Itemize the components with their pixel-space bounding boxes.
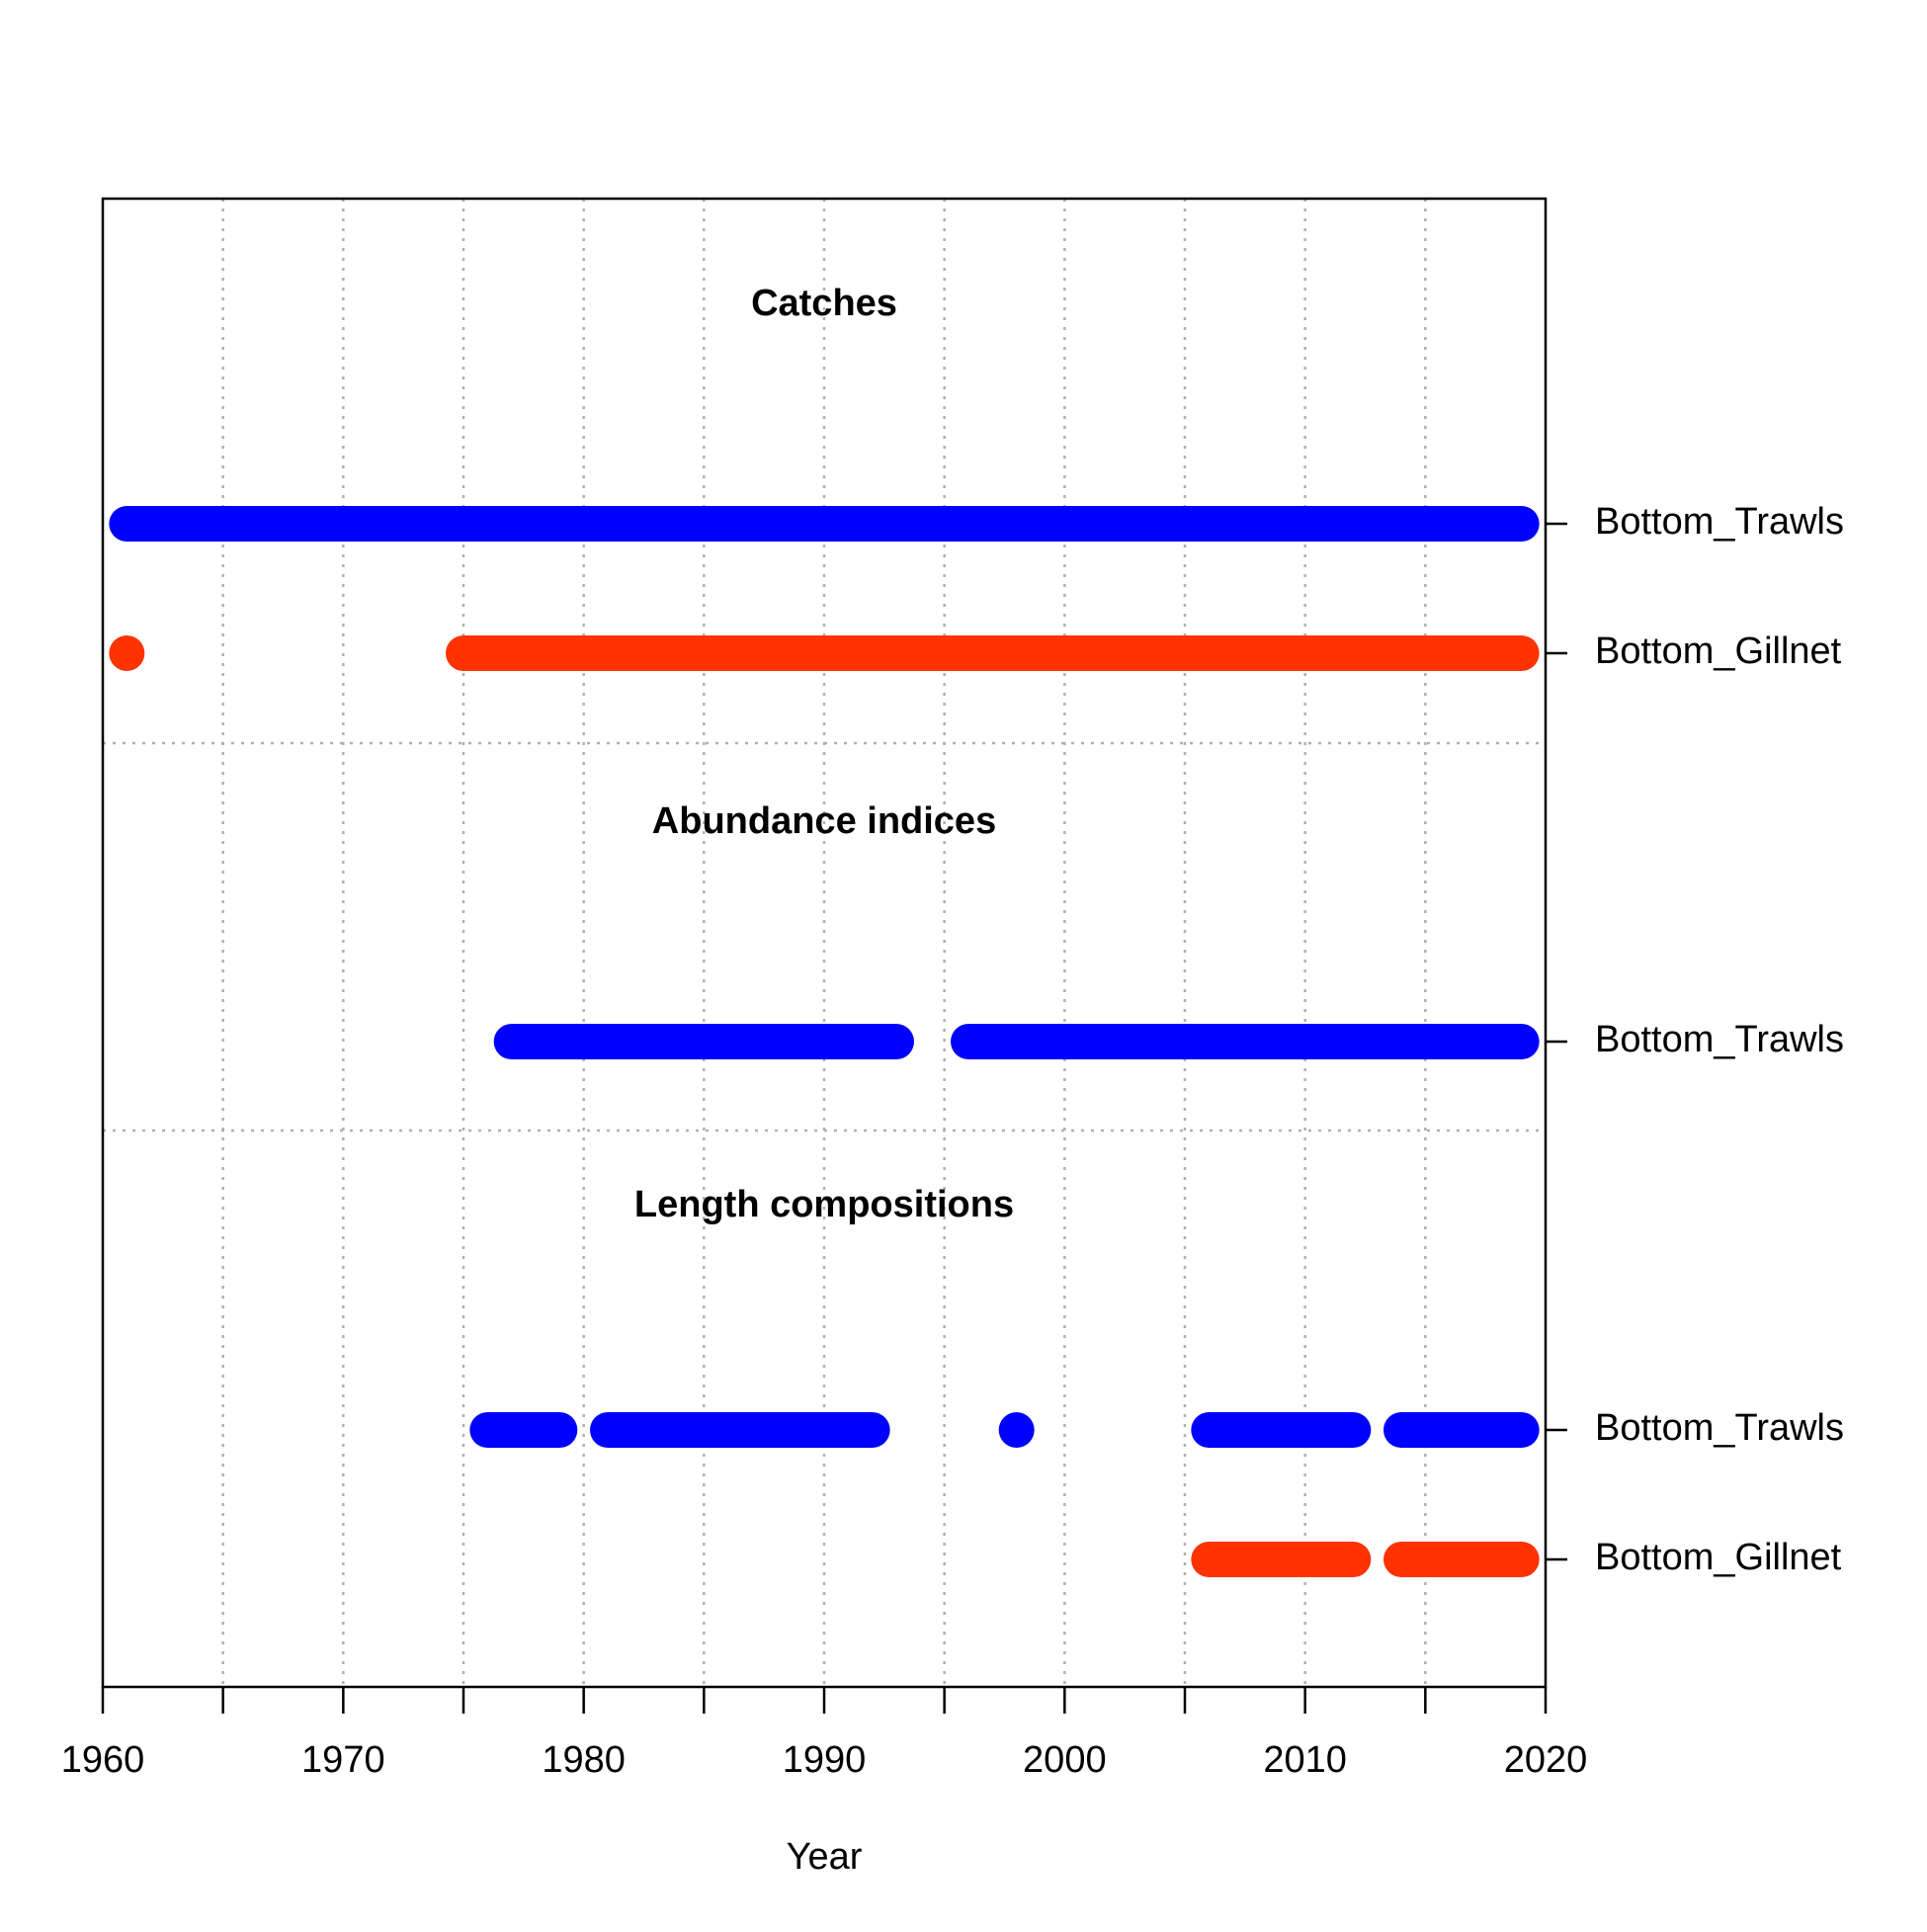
section-title: Catches: [751, 283, 897, 324]
x-tick-label: 1970: [301, 1739, 385, 1781]
section-title: Abundance indices: [652, 800, 996, 842]
series-label: Bottom_Gillnet: [1595, 630, 1842, 672]
series-label: Bottom_Trawls: [1595, 1407, 1844, 1449]
series-label: Bottom_Trawls: [1595, 1019, 1844, 1060]
text-layer: Catches Bottom_Trawls Bottom_Gillnet Abunda…: [61, 283, 1844, 1878]
series-label: Bottom_Trawls: [1595, 501, 1844, 543]
axis-layer: [101, 197, 1567, 1714]
x-tick-label: 2010: [1263, 1739, 1347, 1781]
x-tick-label: 1980: [542, 1739, 626, 1781]
x-axis-label: Year: [787, 1836, 863, 1878]
series-label: Bottom_Gillnet: [1595, 1537, 1842, 1578]
bars-layer: [109, 506, 1540, 1577]
x-tick-label: 2020: [1504, 1739, 1588, 1781]
x-tick-label: 1960: [61, 1739, 145, 1781]
grid-layer: [103, 199, 1546, 1687]
x-tick-label: 1990: [783, 1739, 867, 1781]
x-tick-label: 2000: [1023, 1739, 1107, 1781]
section-title: Length compositions: [634, 1184, 1014, 1225]
